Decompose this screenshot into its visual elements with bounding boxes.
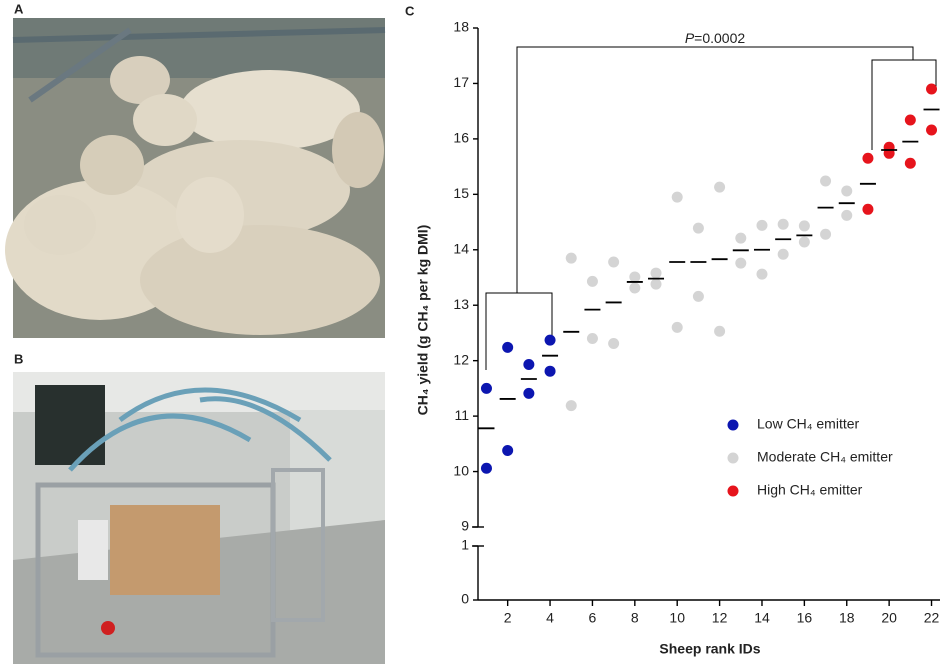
data-point (799, 220, 810, 231)
y-tick-label: 10 (453, 462, 469, 478)
y-tick-label: 1 (461, 537, 469, 553)
data-point (735, 258, 746, 269)
x-tick-label: 8 (631, 610, 639, 626)
x-tick-label: 12 (712, 610, 728, 626)
data-point (799, 237, 810, 248)
data-point (545, 366, 556, 377)
panel-label: B (14, 351, 23, 366)
x-tick-label: 22 (924, 610, 940, 626)
data-point (714, 182, 725, 193)
plot: 0 1 9 10 11 12 13 14 15 16 17 18 2 4 6 8 10 12 14 16 18 20 22 L… (453, 19, 939, 626)
data-point (926, 125, 937, 136)
data-point (693, 223, 704, 234)
legend-marker (728, 486, 739, 497)
data-point (608, 256, 619, 267)
y-axis-label: CH₄ yield (g CH₄ per kg DMI) (415, 225, 431, 416)
p-text: =0.0002 (694, 30, 745, 46)
data-point (693, 291, 704, 302)
panel-label: A (14, 1, 24, 16)
data-point (820, 176, 831, 187)
data-point (862, 153, 873, 164)
data-point (629, 271, 640, 282)
photo-chambers (13, 372, 385, 664)
legend-marker (728, 453, 739, 464)
data-point (523, 388, 534, 399)
p-value: P=0.0002 (685, 30, 746, 46)
y-tick-label: 18 (453, 19, 469, 35)
data-point (481, 383, 492, 394)
data-point (523, 359, 534, 370)
y-tick-label: 16 (453, 130, 469, 146)
photo-sheep (5, 18, 385, 338)
legend-label: High CH₄ emitter (757, 482, 863, 498)
data-point (587, 276, 598, 287)
x-axis-label: Sheep rank IDs (659, 641, 760, 657)
y-tick-label: 14 (453, 240, 469, 256)
data-point (608, 338, 619, 349)
y-tick-label: 0 (461, 591, 469, 607)
data-point (672, 192, 683, 203)
x-tick-label: 20 (881, 610, 897, 626)
y-tick-label: 13 (453, 296, 469, 312)
x-tick-label: 10 (669, 610, 685, 626)
y-tick-label: 17 (453, 74, 469, 90)
x-tick-label: 4 (546, 610, 554, 626)
data-point (926, 83, 937, 94)
data-point (481, 463, 492, 474)
legend-marker (728, 420, 739, 431)
data-point (778, 219, 789, 230)
panel-label: C (405, 3, 415, 18)
legend-label: Low CH₄ emitter (757, 416, 860, 432)
x-tick-label: 14 (754, 610, 770, 626)
y-tick-label: 9 (461, 518, 469, 534)
data-point (820, 229, 831, 240)
data-point (778, 249, 789, 260)
data-point (502, 445, 513, 456)
data-point (841, 186, 852, 197)
data-point (905, 115, 916, 126)
data-point (756, 220, 767, 231)
x-tick-label: 2 (504, 610, 512, 626)
data-point (629, 283, 640, 294)
y-tick-label: 15 (453, 185, 469, 201)
data-point (862, 204, 873, 215)
data-point (566, 253, 577, 264)
x-tick-label: 16 (797, 610, 813, 626)
data-point (841, 210, 852, 221)
x-tick-label: 18 (839, 610, 855, 626)
figure: A B C P=0.0002 Sheep rank IDs CH₄ yield … (0, 0, 943, 664)
data-point (905, 158, 916, 169)
data-point (672, 322, 683, 333)
y-tick-label: 12 (453, 351, 469, 367)
y-tick-label: 11 (454, 407, 469, 423)
data-point (545, 335, 556, 346)
legend-label: Moderate CH₄ emitter (757, 449, 893, 465)
data-point (651, 279, 662, 290)
data-point (502, 342, 513, 353)
data-point (735, 233, 746, 244)
axes (472, 28, 940, 600)
x-tick-label: 6 (589, 610, 597, 626)
data-point (587, 333, 598, 344)
data-point (884, 142, 895, 153)
data-point (714, 326, 725, 337)
data-point (566, 400, 577, 411)
data-point (756, 269, 767, 280)
data-point (651, 268, 662, 279)
